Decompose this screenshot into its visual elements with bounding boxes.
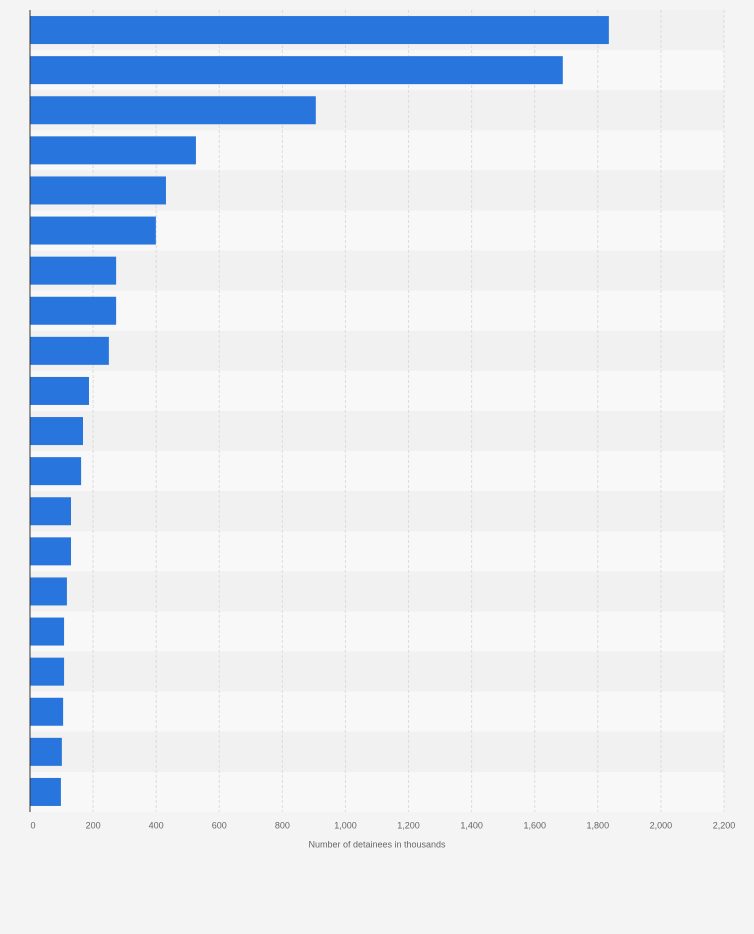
row-stripe [30, 771, 724, 812]
row-stripe [30, 451, 724, 492]
x-tick-label: 1,400 [460, 820, 483, 830]
x-tick-label: 800 [275, 820, 290, 830]
bar [30, 216, 156, 245]
bar [30, 737, 62, 766]
row-stripe [30, 691, 724, 732]
bar [30, 136, 196, 165]
bar [30, 96, 316, 125]
x-tick-label: 1,000 [334, 820, 357, 830]
bar [30, 336, 109, 365]
bar [30, 296, 117, 325]
bar [30, 457, 82, 486]
bar [30, 777, 61, 806]
bar [30, 577, 67, 606]
row-stripe [30, 411, 724, 452]
bar [30, 256, 117, 285]
row-stripe [30, 491, 724, 532]
row-stripe [30, 611, 724, 652]
bar [30, 176, 166, 205]
x-axis-label: Number of detainees in thousands [308, 839, 446, 849]
bar [30, 497, 72, 526]
x-tick-label: 600 [212, 820, 227, 830]
x-tick-label: 2,200 [713, 820, 736, 830]
row-stripe [30, 290, 724, 331]
bar [30, 537, 72, 566]
x-tick-label: 0 [30, 820, 35, 830]
bar [30, 657, 65, 686]
row-stripe [30, 731, 724, 772]
row-stripe [30, 571, 724, 612]
x-tick-label: 1,600 [523, 820, 546, 830]
row-stripe [30, 531, 724, 572]
x-tick-label: 1,200 [397, 820, 420, 830]
bar [30, 16, 609, 45]
x-tick-label: 400 [149, 820, 164, 830]
x-tick-label: 2,000 [650, 820, 673, 830]
bar [30, 697, 64, 726]
x-tick-label: 200 [86, 820, 101, 830]
bar [30, 417, 83, 446]
row-stripe [30, 250, 724, 291]
row-stripe [30, 370, 724, 411]
row-stripe [30, 330, 724, 371]
bar [30, 617, 65, 646]
row-stripe [30, 651, 724, 692]
x-tick-label: 1,800 [587, 820, 610, 830]
bar [30, 56, 563, 85]
bar [30, 376, 89, 405]
